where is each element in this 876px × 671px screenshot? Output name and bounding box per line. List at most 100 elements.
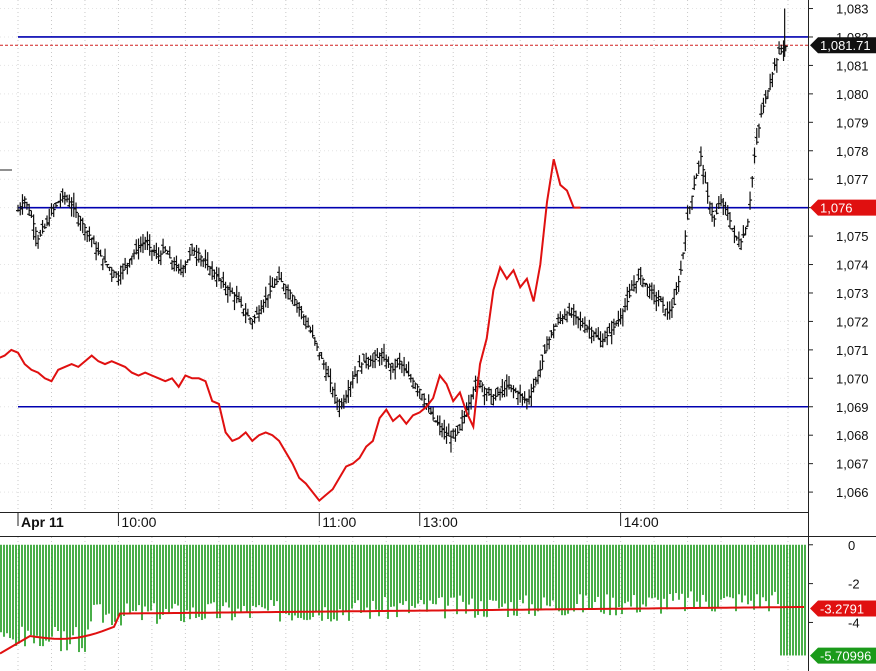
ohlc-bar xyxy=(553,323,558,327)
ohlc-bar xyxy=(493,388,498,401)
y-tick-label: 1,073 xyxy=(836,286,869,301)
ohlc-bar xyxy=(551,323,556,339)
ohlc-bar xyxy=(45,215,50,227)
ohlc-bar xyxy=(203,249,208,269)
ohlc-bar xyxy=(576,316,581,329)
y-tick-label: 1,069 xyxy=(836,400,869,415)
ohlc-bar xyxy=(607,323,612,334)
ohlc-bar xyxy=(390,362,395,373)
ohlc-bar xyxy=(51,204,56,218)
ohlc-bar xyxy=(768,73,773,91)
ohlc-bar xyxy=(277,266,282,281)
ohlc-bar xyxy=(678,260,683,275)
ohlc-bar xyxy=(777,41,782,55)
ohlc-bar xyxy=(163,246,168,253)
ohlc-bar xyxy=(460,409,465,431)
ohlc-bar xyxy=(116,271,121,286)
ohlc-bar xyxy=(373,349,378,369)
ohlc-bar xyxy=(743,226,748,236)
ohlc-bar xyxy=(332,382,337,405)
ohlc-bar xyxy=(437,415,442,436)
ohlc-bar xyxy=(582,316,587,334)
ohlc-bar xyxy=(103,248,108,264)
ohlc-bar xyxy=(196,247,201,263)
ohlc-bar xyxy=(185,259,190,263)
ohlc-bar xyxy=(448,430,453,453)
ohlc-bar xyxy=(598,331,603,348)
y-tick-label: 1,079 xyxy=(836,115,869,130)
y-tick-label: 1,072 xyxy=(836,314,869,329)
ohlc-bar xyxy=(727,212,732,229)
ohlc-bar xyxy=(31,214,36,240)
ohlc-bar xyxy=(774,57,779,73)
ohlc-bar xyxy=(40,220,45,234)
level-marker-label-box xyxy=(810,199,876,216)
ohlc-bar xyxy=(502,381,507,398)
ohlc-bar xyxy=(772,58,777,71)
ohlc-bar xyxy=(259,300,264,315)
ohlc-bar xyxy=(190,243,195,255)
ohlc-bar xyxy=(364,352,369,369)
ohlc-bar xyxy=(234,285,239,304)
ohlc-bar xyxy=(627,283,632,299)
ohlc-bar xyxy=(292,296,297,307)
ohlc-bar xyxy=(721,197,726,216)
ohlc-bar xyxy=(705,182,710,204)
ohlc-bar xyxy=(455,425,460,435)
ohlc-bar xyxy=(87,226,92,242)
y-tick-label: 1,078 xyxy=(836,144,869,159)
ohlc-bar xyxy=(402,356,407,377)
ohlc-bar xyxy=(353,366,358,377)
ohlc-bar xyxy=(605,327,610,346)
ohlc-bar xyxy=(312,337,317,346)
ohlc-bar xyxy=(315,342,320,351)
ohlc-bar xyxy=(674,282,679,296)
ohlc-bar xyxy=(361,353,366,362)
ohlc-bar xyxy=(109,267,114,282)
indicator-line-label-box xyxy=(810,600,876,617)
y-tick-label: 1,083 xyxy=(836,2,869,17)
ohlc-bar xyxy=(690,195,695,211)
ohlc-bar xyxy=(730,227,735,231)
ohlc-bar xyxy=(29,210,34,218)
ohlc-bar xyxy=(36,234,41,249)
horizontal-levels xyxy=(0,36,808,408)
ohlc-bar xyxy=(67,194,72,208)
ohlc-bar xyxy=(42,223,47,230)
ohlc-bar xyxy=(24,201,29,210)
ohlc-bar xyxy=(578,311,583,331)
price-bars xyxy=(16,8,788,453)
ohlc-bar xyxy=(290,294,295,305)
ohlc-bar xyxy=(547,336,552,350)
ohlc-bar xyxy=(444,426,449,444)
ohlc-bar xyxy=(49,203,54,216)
ohlc-bar xyxy=(544,336,549,352)
ohlc-bar xyxy=(268,275,273,299)
indicator-panel xyxy=(0,544,806,656)
ohlc-bar xyxy=(756,123,761,138)
ohlc-bar xyxy=(685,205,690,220)
ohlc-bar xyxy=(20,194,25,215)
ohlc-bar xyxy=(388,363,393,380)
ohlc-bar xyxy=(397,352,402,370)
ohlc-bar xyxy=(431,407,436,421)
ohlc-bar xyxy=(27,203,32,216)
ohlc-bar xyxy=(78,216,83,231)
ohlc-bar xyxy=(74,202,79,218)
ohlc-bar xyxy=(384,354,389,369)
ohlc-bar xyxy=(587,319,592,339)
ohlc-bar xyxy=(321,359,326,370)
ohlc-bar xyxy=(194,244,199,266)
overlay-line xyxy=(0,159,581,503)
ohlc-bar xyxy=(214,266,219,287)
ohlc-bar xyxy=(283,284,288,299)
ohlc-bar xyxy=(80,217,85,234)
ohlc-bar xyxy=(614,321,619,327)
ohlc-bar xyxy=(640,277,645,288)
ohlc-bar xyxy=(243,303,248,324)
ohlc-bar xyxy=(328,368,333,393)
ohlc-bar xyxy=(681,252,686,260)
ohlc-bar xyxy=(495,386,500,397)
ohlc-bar xyxy=(538,360,543,378)
